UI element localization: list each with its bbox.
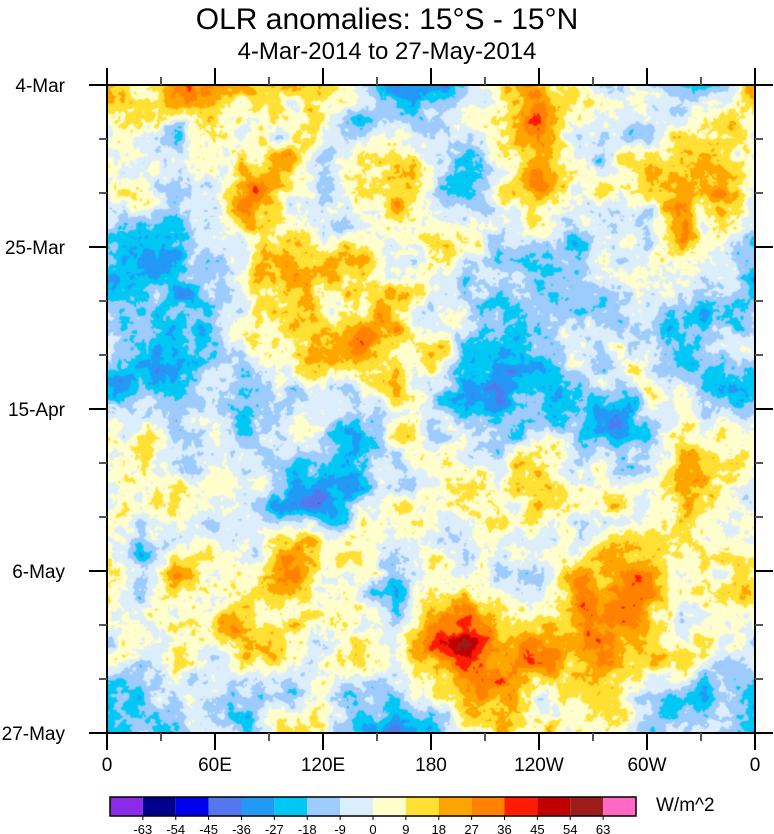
svg-text:0: 0: [369, 822, 376, 834]
svg-text:63: 63: [596, 822, 610, 834]
svg-text:0: 0: [750, 755, 761, 776]
svg-text:4-Mar: 4-Mar: [15, 76, 65, 97]
svg-text:27-May: 27-May: [2, 724, 66, 745]
svg-text:-54: -54: [166, 822, 185, 834]
svg-text:120E: 120E: [301, 755, 345, 776]
svg-text:6-May: 6-May: [12, 562, 65, 583]
svg-text:-63: -63: [133, 822, 152, 834]
svg-text:-18: -18: [298, 822, 317, 834]
svg-text:60E: 60E: [198, 755, 232, 776]
svg-text:0: 0: [102, 755, 113, 776]
svg-text:27: 27: [464, 822, 478, 834]
svg-text:9: 9: [402, 822, 409, 834]
svg-text:180: 180: [415, 755, 447, 776]
svg-text:-27: -27: [265, 822, 284, 834]
svg-text:W/m^2: W/m^2: [656, 795, 715, 816]
svg-text:-9: -9: [334, 822, 346, 834]
svg-text:54: 54: [563, 822, 577, 834]
svg-text:45: 45: [530, 822, 544, 834]
svg-text:-36: -36: [232, 822, 251, 834]
svg-text:60W: 60W: [627, 755, 666, 776]
svg-text:-45: -45: [199, 822, 218, 834]
svg-text:120W: 120W: [514, 755, 564, 776]
svg-text:15-Apr: 15-Apr: [8, 400, 66, 421]
svg-text:25-Mar: 25-Mar: [5, 238, 66, 259]
svg-text:36: 36: [497, 822, 511, 834]
svg-text:18: 18: [432, 822, 446, 834]
